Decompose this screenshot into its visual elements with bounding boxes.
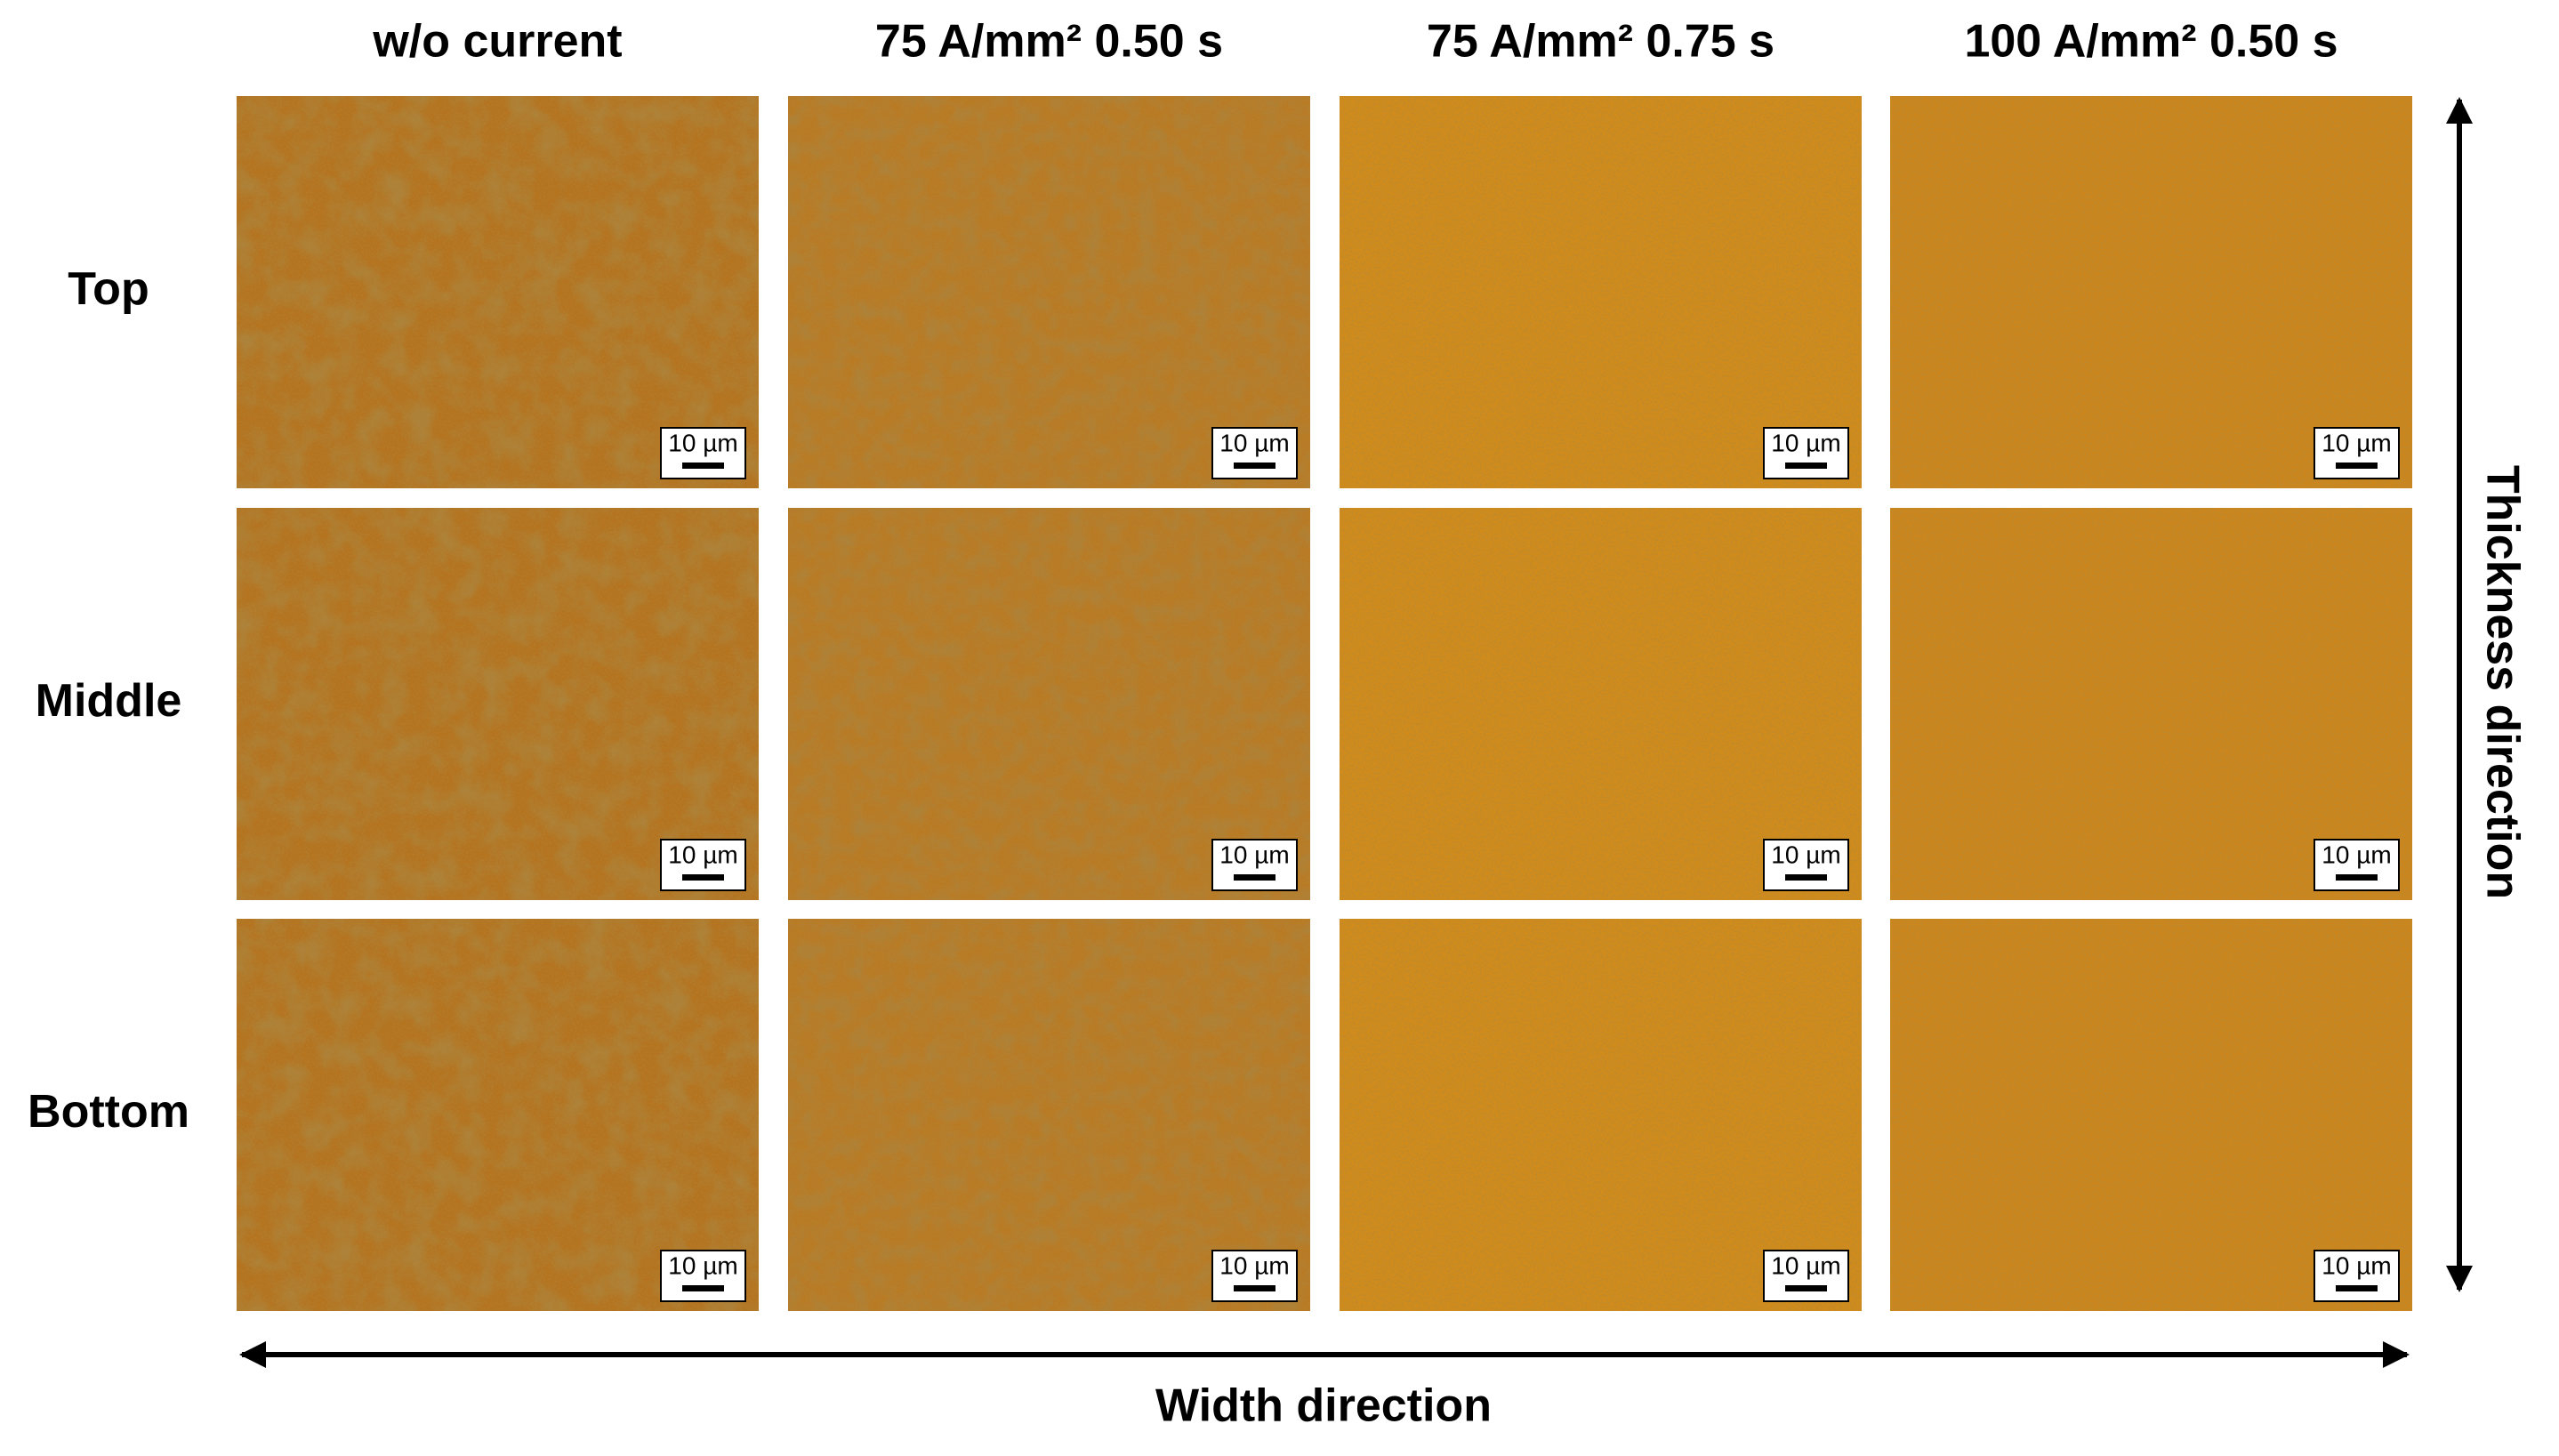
- column-header: 100 A/mm² 0.50 s: [1964, 16, 2338, 68]
- scale-bar-label: 10 µm: [1219, 429, 1289, 456]
- column-header: 75 A/mm² 0.75 s: [1427, 16, 1774, 68]
- micrograph-texture-fine: [237, 919, 759, 1311]
- scale-bar: [1785, 1285, 1827, 1291]
- scale-bar-label: 10 µm: [2322, 841, 2391, 868]
- micrograph-texture: [1890, 96, 2412, 488]
- scale-bar: [1234, 463, 1275, 469]
- x-axis-label: Width direction: [1155, 1380, 1492, 1432]
- scale-bar-label: 10 µm: [668, 429, 737, 456]
- scale-bar-box: [660, 1250, 746, 1302]
- scale-bar-box: [1763, 1250, 1849, 1302]
- scale-bar: [2336, 874, 2378, 881]
- scale-bar-label: 10 µm: [2322, 1251, 2391, 1279]
- scale-bar-label: 10 µm: [1219, 841, 1289, 868]
- scale-bar: [682, 874, 724, 881]
- micrograph-texture-fine: [237, 96, 759, 488]
- column-header: w/o current: [372, 16, 622, 68]
- micrograph: 10 µm: [788, 508, 1310, 900]
- scale-bar-box: [1211, 427, 1298, 479]
- micrograph-texture: [1890, 508, 2412, 900]
- micrograph-texture-fine: [788, 508, 1310, 900]
- column-header: 75 A/mm² 0.50 s: [875, 16, 1223, 68]
- y-axis-label: Thickness direction: [2476, 465, 2528, 899]
- micrograph: 10 µm: [1890, 508, 2412, 900]
- micrograph-texture: [1890, 919, 2412, 1311]
- micrograph-texture: [1340, 508, 1862, 900]
- scale-bar-label: 10 µm: [1771, 841, 1840, 868]
- scale-bar: [2336, 463, 2378, 469]
- scale-bar: [1785, 874, 1827, 881]
- scale-bar-box: [2314, 427, 2400, 479]
- micrograph: 10 µm: [237, 508, 759, 900]
- scale-bar: [2336, 1285, 2378, 1291]
- micrograph: 10 µm: [1340, 508, 1862, 900]
- scale-bar: [1785, 463, 1827, 469]
- scale-bar-box: [1763, 427, 1849, 479]
- scale-bar-label: 10 µm: [668, 841, 737, 868]
- scale-bar-box: [1763, 839, 1849, 891]
- micrograph-texture-fine: [237, 508, 759, 900]
- scale-bar: [1234, 874, 1275, 881]
- scale-bar-label: 10 µm: [1771, 1251, 1840, 1279]
- micrograph-texture: [1340, 919, 1862, 1311]
- micrograph-texture: [1340, 96, 1862, 488]
- micrograph: 10 µm: [237, 96, 759, 488]
- micrograph: 10 µm: [1890, 919, 2412, 1311]
- micrograph: 10 µm: [788, 919, 1310, 1311]
- scale-bar-label: 10 µm: [1771, 429, 1840, 456]
- scale-bar-box: [1211, 839, 1298, 891]
- scale-bar-box: [2314, 1250, 2400, 1302]
- scale-bar-box: [660, 427, 746, 479]
- micrograph-texture-fine: [788, 919, 1310, 1311]
- scale-bar-label: 10 µm: [1219, 1251, 1289, 1279]
- micrograph: 10 µm: [1340, 919, 1862, 1311]
- row-label: Middle: [36, 675, 182, 727]
- scale-bar: [682, 1285, 724, 1291]
- micrograph: 10 µm: [237, 919, 759, 1311]
- scale-bar-box: [2314, 839, 2400, 891]
- micrograph: 10 µm: [1890, 96, 2412, 488]
- scale-bar: [682, 463, 724, 469]
- scale-bar-box: [1211, 1250, 1298, 1302]
- row-label: Top: [68, 263, 149, 315]
- micrograph: 10 µm: [1340, 96, 1862, 488]
- micrograph: 10 µm: [788, 96, 1310, 488]
- micrograph-texture-fine: [788, 96, 1310, 488]
- scale-bar-label: 10 µm: [668, 1251, 737, 1279]
- scale-bar-label: 10 µm: [2322, 429, 2391, 456]
- row-label: Bottom: [28, 1086, 189, 1138]
- scale-bar-box: [660, 839, 746, 891]
- scale-bar: [1234, 1285, 1275, 1291]
